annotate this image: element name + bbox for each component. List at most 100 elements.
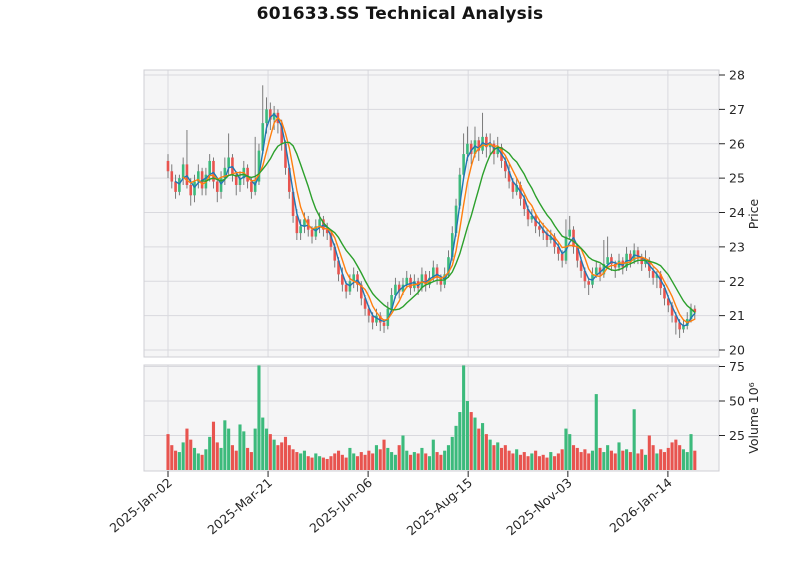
candle-down xyxy=(382,322,386,326)
candle-up xyxy=(223,167,227,179)
volume-bar xyxy=(219,447,223,470)
volume-bar xyxy=(575,447,579,470)
volume-bar xyxy=(295,452,299,470)
candle-down xyxy=(651,270,655,278)
candle-down xyxy=(189,185,193,196)
volume-bar xyxy=(405,450,409,470)
volume-bar xyxy=(264,428,269,470)
volume-bar xyxy=(272,439,276,470)
volume-bar xyxy=(424,453,428,470)
volume-bar xyxy=(477,428,481,470)
volume-bar xyxy=(234,450,238,470)
volume-bar xyxy=(378,449,382,470)
candle-up xyxy=(689,308,693,320)
volume-bar xyxy=(571,445,576,470)
volume-bar xyxy=(632,409,636,470)
volume-bar xyxy=(386,447,390,470)
candle-down xyxy=(378,315,382,323)
candle-down xyxy=(295,215,299,234)
candle-down xyxy=(269,109,272,120)
volume-bar xyxy=(545,457,549,470)
volume-bar xyxy=(469,412,473,470)
volume-bar xyxy=(416,453,420,470)
volume-bar xyxy=(617,442,621,470)
volume-bar xyxy=(283,436,288,470)
volume-bar xyxy=(492,445,496,470)
volume-bar xyxy=(484,434,488,470)
volume-bar xyxy=(651,445,655,470)
volume-bar xyxy=(659,449,663,470)
volume-bar xyxy=(541,454,545,470)
candle-up xyxy=(462,154,465,175)
candle-up xyxy=(458,174,462,206)
candle-up xyxy=(488,143,492,148)
candle-up xyxy=(303,219,306,227)
volume-bar xyxy=(431,439,435,470)
candle-up xyxy=(265,109,268,124)
volume-tick-label: 50 xyxy=(729,394,745,409)
candle-down xyxy=(344,284,348,292)
candle-down xyxy=(557,246,560,254)
candle-down xyxy=(215,181,219,192)
volume-bar xyxy=(678,445,682,470)
price-axis-title: Price xyxy=(746,198,761,229)
volume-bar xyxy=(242,431,246,470)
candle-down xyxy=(359,284,363,299)
price-tick-label: 26 xyxy=(729,136,745,151)
date-tick-label: 2025-Aug-15 xyxy=(404,475,476,538)
candle-down xyxy=(363,298,367,309)
candle-up xyxy=(447,257,450,275)
date-tick-label: 2026-Jan-14 xyxy=(606,475,674,536)
candle-down xyxy=(291,191,295,216)
candle-down xyxy=(424,274,428,285)
volume-bar xyxy=(177,452,181,470)
candle-up xyxy=(606,257,609,265)
volume-bar xyxy=(556,453,560,470)
volume-bar xyxy=(507,450,511,470)
volume-bar xyxy=(435,452,439,470)
candle-down xyxy=(693,308,697,313)
price-tick-label: 23 xyxy=(729,239,745,254)
volume-bar xyxy=(371,453,375,470)
candle-down xyxy=(522,198,526,210)
volume-bar xyxy=(518,454,523,470)
volume-bar xyxy=(310,457,314,470)
volume-bar xyxy=(488,439,492,470)
candle-up xyxy=(530,215,534,220)
volume-bar xyxy=(674,439,678,470)
candle-up xyxy=(682,325,685,330)
volume-bar xyxy=(306,456,310,470)
candle-down xyxy=(371,315,374,323)
candle-down xyxy=(284,143,287,168)
volume-bar xyxy=(374,445,378,470)
volume-bar xyxy=(280,442,284,470)
volume-bar xyxy=(257,365,261,470)
volume-bar xyxy=(230,445,234,470)
moving-average-lines xyxy=(174,113,696,327)
volume-bar xyxy=(355,456,360,470)
volume-bars xyxy=(166,365,697,470)
volume-bar xyxy=(318,456,322,470)
candle-up xyxy=(390,295,393,309)
candle-up xyxy=(473,140,477,155)
candle-up xyxy=(405,277,409,285)
candle-up xyxy=(227,157,230,168)
price-tick-label: 22 xyxy=(729,274,745,289)
candle-down xyxy=(185,164,189,185)
candle-up xyxy=(208,160,211,175)
volume-bar xyxy=(321,457,325,470)
price-tick-label: 27 xyxy=(729,102,745,117)
volume-bar xyxy=(352,453,356,470)
candle-down xyxy=(678,322,681,330)
volume-bar xyxy=(522,452,526,470)
candle-down xyxy=(610,257,613,265)
volume-bar xyxy=(590,450,595,470)
volume-bar xyxy=(249,452,253,470)
volume-panel-border xyxy=(143,364,720,472)
candle-up xyxy=(644,260,647,265)
candle-down xyxy=(598,267,602,275)
candle-up xyxy=(253,181,257,192)
volume-bar xyxy=(579,452,583,470)
candle-down xyxy=(538,226,541,230)
volume-bar xyxy=(515,449,519,470)
